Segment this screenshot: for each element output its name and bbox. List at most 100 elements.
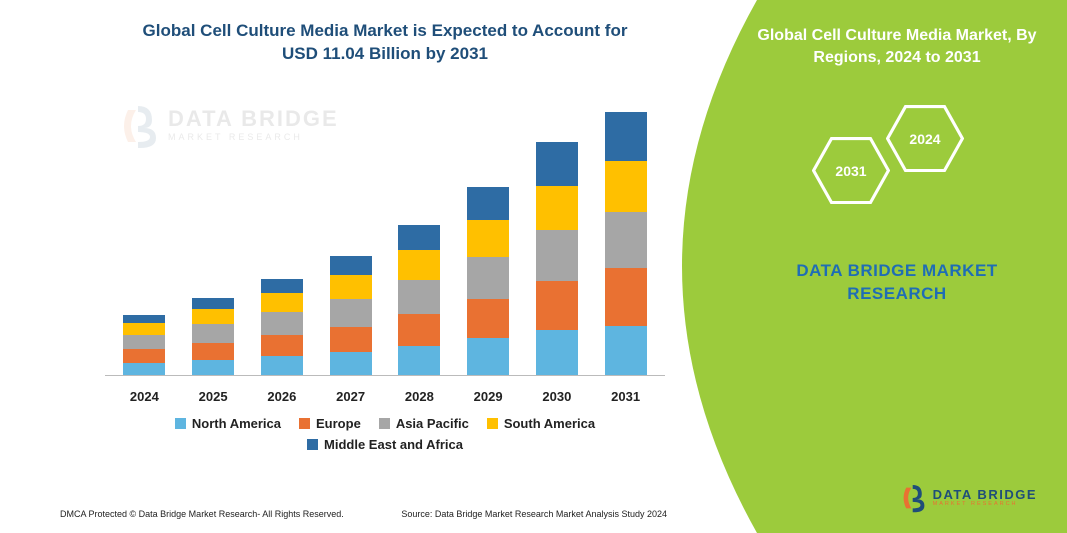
bar-segment bbox=[261, 312, 303, 335]
bar-segment bbox=[536, 186, 578, 230]
bar-segment bbox=[123, 323, 165, 335]
bar-segment bbox=[123, 335, 165, 349]
hex-group: 2031 2024 bbox=[812, 105, 982, 215]
side-title: Global Cell Culture Media Market, By Reg… bbox=[757, 25, 1037, 70]
bar-stack bbox=[123, 315, 165, 375]
bar-column bbox=[183, 298, 243, 375]
hex-right-label: 2024 bbox=[909, 131, 940, 147]
bar-segment bbox=[536, 230, 578, 281]
main-chart-panel: Global Cell Culture Media Market is Expe… bbox=[0, 0, 700, 533]
bar-column bbox=[114, 315, 174, 375]
logo-icon bbox=[901, 483, 927, 513]
side-panel: Global Cell Culture Media Market, By Reg… bbox=[667, 0, 1067, 533]
legend-swatch bbox=[175, 418, 186, 429]
chart-zone: DATA BRIDGE MARKET RESEARCH 202420252026… bbox=[105, 84, 665, 404]
x-axis-label: 2027 bbox=[321, 389, 381, 404]
bar-segment bbox=[467, 187, 509, 221]
bar-column bbox=[389, 225, 449, 375]
bar-segment bbox=[398, 346, 440, 375]
bar-segment bbox=[605, 161, 647, 212]
bar-segment bbox=[192, 324, 234, 343]
logo-main: DATA BRIDGE bbox=[933, 488, 1037, 501]
legend: North America Europe Asia Pacific South Ame… bbox=[105, 416, 665, 452]
bar-segment bbox=[123, 315, 165, 323]
bar-segment bbox=[123, 349, 165, 363]
legend-label: Middle East and Africa bbox=[324, 437, 463, 452]
legend-swatch bbox=[307, 439, 318, 450]
legend-swatch bbox=[299, 418, 310, 429]
bar-stack bbox=[398, 225, 440, 375]
bar-segment bbox=[261, 293, 303, 312]
legend-label: Europe bbox=[316, 416, 361, 431]
bar-stack bbox=[536, 142, 578, 375]
bar-segment bbox=[330, 352, 372, 375]
bar-column bbox=[252, 279, 312, 375]
legend-item: North America bbox=[175, 416, 281, 431]
x-axis-label: 2026 bbox=[252, 389, 312, 404]
chart-title-line1: Global Cell Culture Media Market is Expe… bbox=[143, 21, 628, 40]
bar-segment bbox=[192, 309, 234, 324]
hex-left-label: 2031 bbox=[835, 163, 866, 179]
x-axis-label: 2024 bbox=[114, 389, 174, 404]
x-axis-label: 2029 bbox=[458, 389, 518, 404]
legend-item: Europe bbox=[299, 416, 361, 431]
x-axis-label: 2028 bbox=[389, 389, 449, 404]
bar-segment bbox=[330, 275, 372, 299]
bar-segment bbox=[605, 212, 647, 268]
chart-title: Global Cell Culture Media Market is Expe… bbox=[100, 20, 670, 66]
bar-segment bbox=[605, 112, 647, 161]
bar-segment bbox=[467, 257, 509, 299]
bar-segment bbox=[123, 363, 165, 375]
bar-stack bbox=[467, 187, 509, 375]
bar-segment bbox=[536, 281, 578, 330]
x-axis-label: 2030 bbox=[527, 389, 587, 404]
bar-segment bbox=[261, 335, 303, 356]
bar-segment bbox=[330, 327, 372, 352]
bar-segment bbox=[398, 250, 440, 280]
footer-right: Source: Data Bridge Market Research Mark… bbox=[401, 509, 667, 519]
bar-segment bbox=[398, 314, 440, 346]
legend-item: South America bbox=[487, 416, 595, 431]
bar-segment bbox=[261, 356, 303, 375]
legend-item: Middle East and Africa bbox=[307, 437, 463, 452]
bar-column bbox=[596, 112, 656, 375]
legend-label: North America bbox=[192, 416, 281, 431]
side-brand: DATA BRIDGE MARKET RESEARCH bbox=[757, 260, 1037, 306]
bar-stack bbox=[605, 112, 647, 375]
bar-column bbox=[458, 187, 518, 375]
footer: DMCA Protected © Data Bridge Market Rese… bbox=[60, 509, 667, 519]
bar-segment bbox=[536, 330, 578, 375]
bar-segment bbox=[398, 225, 440, 250]
bar-segment bbox=[192, 343, 234, 360]
bar-segment bbox=[261, 279, 303, 293]
legend-swatch bbox=[379, 418, 390, 429]
footer-left: DMCA Protected © Data Bridge Market Rese… bbox=[60, 509, 344, 519]
x-axis-labels: 2024 2025 2026 2027 2028 2029 2030 2031 bbox=[105, 389, 665, 404]
hex-right: 2024 bbox=[886, 105, 964, 173]
hex-left: 2031 bbox=[812, 137, 890, 205]
legend-item: Asia Pacific bbox=[379, 416, 469, 431]
bar-segment bbox=[398, 280, 440, 314]
bar-stack bbox=[261, 279, 303, 375]
bar-segment bbox=[192, 360, 234, 375]
bar-segment bbox=[467, 338, 509, 374]
legend-label: South America bbox=[504, 416, 595, 431]
legend-label: Asia Pacific bbox=[396, 416, 469, 431]
bar-segment bbox=[192, 298, 234, 309]
bar-segment bbox=[330, 299, 372, 327]
bar-segment bbox=[330, 256, 372, 275]
bar-stack bbox=[192, 298, 234, 375]
x-axis-label: 2031 bbox=[596, 389, 656, 404]
bar-segment bbox=[605, 268, 647, 326]
bar-stack bbox=[330, 256, 372, 375]
legend-swatch bbox=[487, 418, 498, 429]
bar-segment bbox=[467, 299, 509, 339]
x-axis-label: 2025 bbox=[183, 389, 243, 404]
bar-column bbox=[527, 142, 587, 375]
logo-sub: MARKET RESEARCH bbox=[933, 502, 1037, 508]
bar-segment bbox=[467, 220, 509, 256]
bar-segment bbox=[536, 142, 578, 186]
bars-container bbox=[105, 96, 665, 376]
bar-segment bbox=[605, 326, 647, 375]
logo-corner: DATA BRIDGE MARKET RESEARCH bbox=[901, 483, 1037, 513]
